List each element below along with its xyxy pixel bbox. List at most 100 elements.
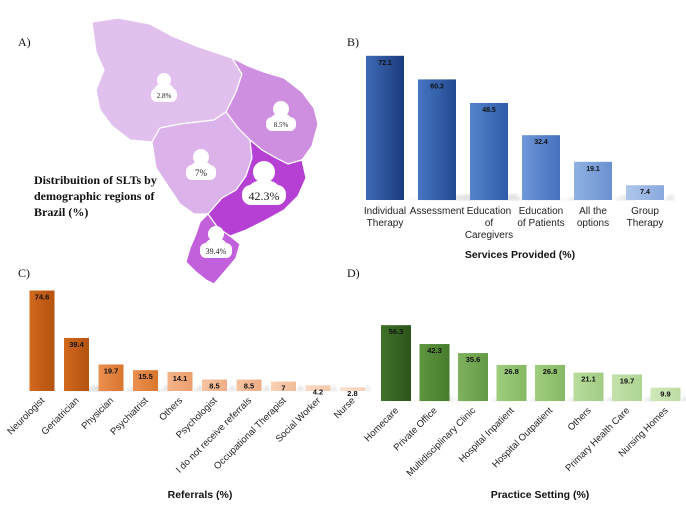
data-label: 72.1 — [378, 60, 392, 67]
bar — [236, 379, 262, 391]
panel-label-c: C) — [18, 266, 30, 280]
region-label-central-west: 7% — [195, 168, 208, 178]
services-chart: 72.1IndividualTherapy60.3Assessment48.5E… — [364, 55, 676, 261]
bar — [650, 387, 681, 401]
tick-label: Therapy — [367, 218, 404, 229]
bar-shadow — [261, 385, 272, 391]
bar — [271, 381, 296, 391]
data-label: 19.1 — [586, 166, 600, 173]
map-title-line: Distribuition of SLTs by — [34, 173, 157, 187]
tick-label: Others — [566, 405, 594, 433]
person-icon — [200, 226, 232, 258]
person-icon — [242, 161, 286, 205]
bar-shadow — [296, 385, 305, 391]
bar — [470, 103, 508, 200]
panel-label-d: D) — [347, 266, 360, 280]
data-label: 26.8 — [543, 367, 558, 376]
data-label: 8.5 — [209, 382, 219, 391]
tick-label: Homecare — [362, 405, 401, 444]
person-icon — [151, 73, 177, 102]
data-label: 14.1 — [173, 374, 188, 383]
region-label-northeast: 8.5% — [274, 121, 289, 129]
person-icon — [186, 149, 216, 180]
bar — [133, 370, 158, 391]
bar — [496, 364, 527, 401]
panel-label-b: B) — [347, 35, 359, 49]
data-label: 42.3 — [427, 346, 442, 355]
tick-label: Geriatrician — [39, 395, 81, 437]
data-label: 19.7 — [104, 366, 119, 375]
bar — [522, 135, 560, 200]
bar — [29, 290, 55, 391]
bar — [626, 185, 664, 200]
bar — [202, 379, 227, 391]
panel-label-a: A) — [18, 35, 31, 49]
tick-label: Education — [519, 206, 563, 217]
bar — [535, 364, 565, 401]
data-label: 35.6 — [466, 355, 481, 364]
tick-label: Others — [157, 395, 185, 423]
bar — [340, 387, 365, 391]
region-label-north: 2.8% — [157, 92, 172, 100]
bar-shadow — [365, 385, 371, 391]
data-label: 39.4 — [69, 340, 84, 349]
bar-shadow — [680, 396, 686, 401]
tick-label: Group — [631, 206, 659, 217]
tick-label: options — [577, 218, 609, 229]
bar — [167, 372, 193, 391]
data-label: 26.8 — [504, 367, 519, 376]
data-label: 9.9 — [660, 390, 670, 399]
data-label: 7.4 — [640, 189, 650, 196]
tick-label: Nurse — [332, 395, 358, 421]
bar — [305, 385, 331, 391]
data-label: 7 — [281, 384, 285, 393]
x-axis-title: Services Provided (%) — [465, 249, 575, 261]
data-label: 74.6 — [35, 293, 50, 302]
bar — [419, 344, 450, 401]
x-axis-title: Practice Setting (%) — [491, 489, 590, 501]
map-title-line: Brazil (%) — [34, 205, 88, 219]
tick-label: Individual — [364, 206, 406, 217]
data-label: 48.5 — [482, 107, 496, 114]
data-label: 4.2 — [313, 387, 323, 396]
tick-label: of — [485, 218, 494, 229]
data-label: 32.4 — [534, 139, 548, 146]
bar — [458, 353, 488, 401]
tick-label: Education — [467, 206, 511, 217]
tick-label: All the — [579, 206, 607, 217]
region-label-south: 39.4% — [206, 247, 227, 256]
bar — [612, 374, 642, 401]
data-label: 2.8 — [347, 389, 357, 398]
brazil-map: 2.8% 8.5% 7% 42.3% 39.4% Distribuition o… — [34, 17, 319, 285]
x-axis-title: Referrals (%) — [168, 489, 233, 501]
bar-shadow — [227, 385, 237, 391]
data-label: 60.3 — [430, 83, 444, 90]
data-label: 21.1 — [581, 375, 596, 384]
tick-label: Therapy — [627, 218, 664, 229]
bar — [418, 79, 456, 200]
bar — [366, 55, 404, 200]
bar — [64, 337, 89, 391]
bar-shadow — [664, 194, 676, 200]
bar-shadow — [330, 385, 338, 391]
data-label: 19.7 — [620, 376, 635, 385]
bar — [98, 364, 124, 391]
referrals-chart: 74.6Neurologist39.4Geriatrician19.7Physi… — [5, 290, 371, 501]
data-label: 56.3 — [389, 327, 404, 336]
bar — [574, 161, 612, 200]
tick-label: Multidisciplinary Clinic — [405, 405, 479, 479]
data-label: 8.5 — [244, 382, 254, 391]
person-icon — [266, 101, 296, 131]
bar — [573, 372, 604, 401]
tick-label: Assessment — [410, 206, 465, 217]
tick-label: Primary Health Care — [563, 405, 632, 474]
tick-label: Caregivers — [465, 230, 513, 241]
region-label-southeast: 42.3% — [249, 189, 280, 203]
map-title-line: demographic regions of — [34, 189, 155, 203]
tick-label: of Patients — [517, 218, 564, 229]
data-label: 15.5 — [138, 372, 153, 381]
tick-label: Psychiatrist — [108, 395, 150, 437]
bar — [381, 325, 411, 401]
